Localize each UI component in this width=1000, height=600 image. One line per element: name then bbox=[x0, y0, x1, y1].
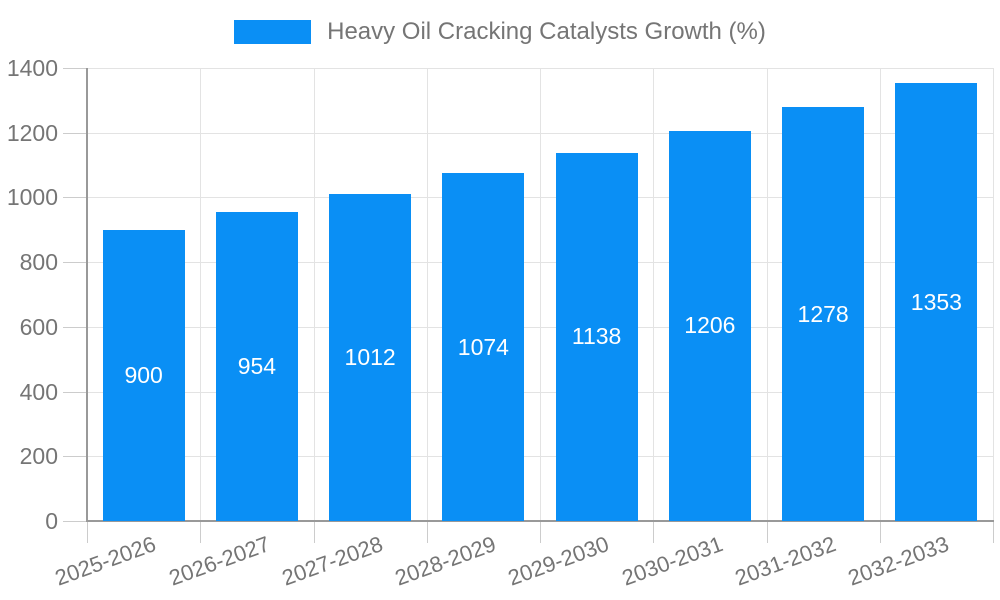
gridline-vertical bbox=[653, 68, 655, 521]
bar-value-label: 1074 bbox=[457, 333, 509, 360]
y-axis-tick bbox=[63, 391, 87, 393]
x-axis-tick bbox=[879, 521, 881, 543]
y-axis-tick-label: 1000 bbox=[6, 184, 58, 211]
x-axis-tick bbox=[993, 521, 994, 543]
bar-value-label: 1206 bbox=[684, 312, 736, 339]
x-axis-tick bbox=[200, 521, 202, 543]
bar-value-label: 1012 bbox=[344, 343, 396, 370]
x-axis-category-label: 2027-2028 bbox=[278, 531, 386, 591]
legend-swatch bbox=[234, 20, 312, 44]
bar[interactable]: 1206 bbox=[668, 130, 751, 521]
bar-value-label: 1278 bbox=[797, 300, 849, 327]
gridline-vertical bbox=[200, 68, 202, 521]
y-axis-tick-label: 1400 bbox=[6, 55, 58, 81]
bar-value-label: 900 bbox=[124, 361, 163, 388]
gridline-vertical bbox=[993, 68, 994, 521]
x-axis-tick bbox=[87, 521, 88, 543]
y-axis-tick bbox=[63, 197, 87, 199]
y-axis-tick-label: 1200 bbox=[6, 119, 58, 146]
bar-value-label: 1353 bbox=[910, 288, 962, 315]
bar[interactable]: 1074 bbox=[442, 173, 525, 521]
x-axis-category-label: 2026-2027 bbox=[165, 531, 273, 591]
y-axis-tick-label: 0 bbox=[45, 508, 58, 534]
x-axis-tick bbox=[426, 521, 428, 543]
y-axis-tick bbox=[63, 521, 87, 522]
bar[interactable]: 900 bbox=[102, 229, 185, 521]
legend-label: Heavy Oil Cracking Catalysts Growth (%) bbox=[327, 18, 766, 45]
bar-value-label: 954 bbox=[237, 353, 277, 380]
y-axis-tick-label: 200 bbox=[19, 443, 58, 470]
y-axis-tick-label: 400 bbox=[19, 378, 58, 405]
x-axis-tick bbox=[313, 521, 315, 543]
x-axis-tick bbox=[766, 521, 768, 543]
y-axis-tick bbox=[63, 262, 87, 264]
gridline-vertical bbox=[426, 68, 428, 521]
x-axis-category-label: 2030-2031 bbox=[618, 531, 726, 591]
gridline-vertical bbox=[766, 68, 768, 521]
y-axis-tick-label: 600 bbox=[19, 313, 58, 340]
gridline-vertical bbox=[313, 68, 315, 521]
y-axis-line bbox=[86, 68, 88, 521]
y-axis-tick bbox=[63, 326, 87, 328]
x-axis-tick bbox=[653, 521, 655, 543]
x-axis-line bbox=[86, 520, 994, 522]
bar-value-label: 1138 bbox=[571, 323, 622, 350]
y-axis-tick-label: 800 bbox=[19, 249, 58, 276]
x-axis-category-label: 2028-2029 bbox=[391, 531, 500, 591]
x-axis-category-label: 2031-2032 bbox=[731, 531, 839, 591]
bar[interactable]: 954 bbox=[215, 212, 298, 521]
x-axis-category-label: 2025-2026 bbox=[52, 531, 160, 591]
bar[interactable]: 1353 bbox=[895, 83, 978, 521]
x-axis-category-label: 2029-2030 bbox=[505, 531, 613, 591]
gridline-vertical bbox=[879, 68, 881, 521]
y-axis-tick bbox=[63, 132, 87, 134]
bar[interactable]: 1012 bbox=[329, 193, 412, 521]
y-axis-tick bbox=[63, 68, 87, 69]
gridline-vertical bbox=[540, 68, 541, 521]
bar[interactable]: 1138 bbox=[555, 152, 638, 521]
x-axis-tick bbox=[540, 521, 541, 543]
legend[interactable]: Heavy Oil Cracking Catalysts Growth (%) bbox=[0, 17, 1000, 47]
x-axis-category-label: 2032-2033 bbox=[844, 531, 953, 591]
y-axis-tick bbox=[63, 456, 87, 458]
bar[interactable]: 1278 bbox=[782, 107, 865, 521]
